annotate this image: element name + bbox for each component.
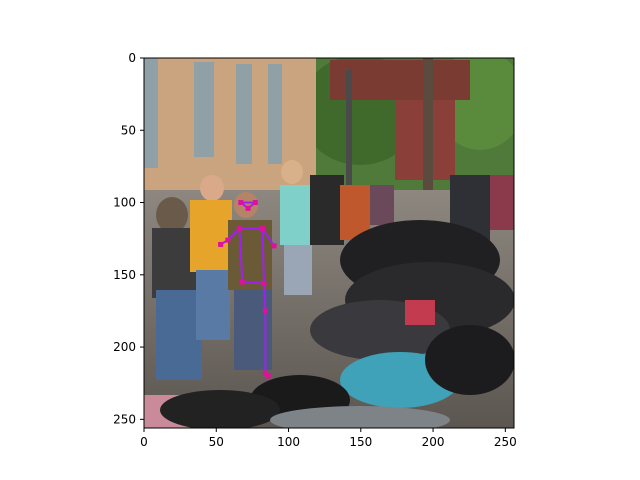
y-tick-label: 0 <box>128 51 136 65</box>
axes-frame <box>143 57 515 429</box>
x-tick-label: 250 <box>494 435 517 449</box>
pose-joint-hip-right <box>261 280 267 286</box>
pose-joint-knee-right <box>262 308 268 314</box>
x-tick-label: 0 <box>140 435 148 449</box>
pose-joint-foot-right <box>265 373 271 379</box>
pose-joint-hip-left <box>239 279 245 285</box>
pose-limb <box>242 281 265 285</box>
pose-joint-head-left <box>238 200 244 206</box>
pose-limb <box>238 228 244 283</box>
pose-joint-neck <box>245 205 251 211</box>
pose-joint-shoulder-left <box>236 226 242 232</box>
pose-joint-wrist-left <box>218 241 224 247</box>
photo-image <box>144 58 514 428</box>
x-axis: 0 50 100 150 200 250 <box>140 428 517 449</box>
x-tick-label: 50 <box>209 435 224 449</box>
y-tick-label: 50 <box>121 123 136 137</box>
pose-limb <box>262 283 267 311</box>
y-tick-label: 100 <box>113 196 136 210</box>
pose-limb <box>261 228 265 284</box>
x-tick-label: 200 <box>422 435 445 449</box>
pose-joint-elbow-left <box>225 237 231 243</box>
pose-joint-head-right <box>252 200 258 206</box>
pose-limb <box>261 227 275 247</box>
pose-skeleton <box>218 200 277 379</box>
x-tick-label: 150 <box>349 435 372 449</box>
y-tick-label: 200 <box>113 340 136 354</box>
y-tick-label: 150 <box>113 268 136 282</box>
pose-joint-shoulder-right <box>260 226 266 232</box>
pose-joint-ankle-right <box>262 370 268 376</box>
pose-joint-elbow-right <box>271 243 277 249</box>
y-axis: 0 50 100 150 200 250 <box>113 51 144 426</box>
x-tick-label: 100 <box>277 435 300 449</box>
y-tick-label: 250 <box>113 412 136 426</box>
